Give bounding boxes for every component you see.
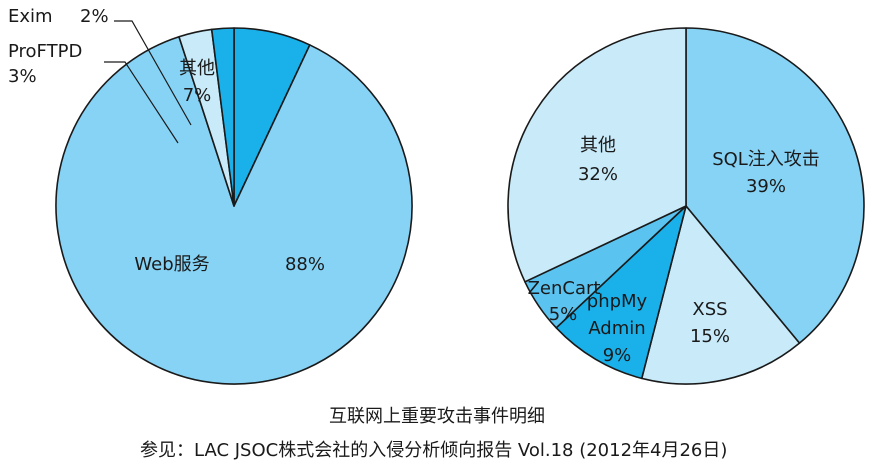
leader-line: [114, 20, 192, 126]
pie-slice: [55, 35, 413, 385]
slice-label: Web服务: [134, 254, 209, 275]
source-note: 参见：LAC JSOC株式会社的入侵分析倾向报告 Vol.18 (2012年4月…: [140, 440, 728, 461]
pie-charts: 其他 7% Web服务 88% ProFTPD 3% Exim 2% SQL注入攻击 39% XSS…: [8, 6, 865, 385]
slice-label: phpMy: [587, 291, 648, 312]
slice-label: SQL注入攻击: [712, 149, 820, 170]
slice-value: 3%: [8, 66, 37, 87]
pie-chart-1: 其他 7% Web服务 88% ProFTPD 3% Exim 2%: [8, 6, 413, 385]
pie-slice: [685, 27, 865, 344]
slice-label: XSS: [692, 299, 727, 320]
pie-chart-2: SQL注入攻击 39% XSS 15% phpMy Admin 9% ZenCart 5% 其他 3…: [507, 27, 865, 385]
slice-label: Exim: [8, 6, 53, 27]
slice-value: 15%: [690, 326, 730, 347]
chart-title: 互联网上重要攻击事件明细: [329, 406, 545, 427]
slice-value: 7%: [183, 85, 212, 106]
slice-value: 88%: [285, 254, 325, 275]
slice-value: 5%: [549, 304, 578, 325]
slice-value: 32%: [578, 164, 618, 185]
leader-line: [104, 61, 179, 144]
pie-slice: [640, 205, 801, 385]
slice-value: 39%: [746, 176, 786, 197]
slice-label: Admin: [588, 318, 645, 339]
slice-label: 其他: [179, 58, 215, 79]
pie-slice: [555, 205, 687, 380]
pie-slice: [210, 27, 235, 207]
slice-label: ZenCart: [528, 278, 601, 299]
pie-slice: [507, 27, 687, 283]
slice-value: 2%: [80, 6, 109, 27]
slice-label: 其他: [580, 135, 616, 156]
slice-label: ProFTPD: [8, 41, 82, 62]
slice-value: 9%: [603, 345, 632, 366]
